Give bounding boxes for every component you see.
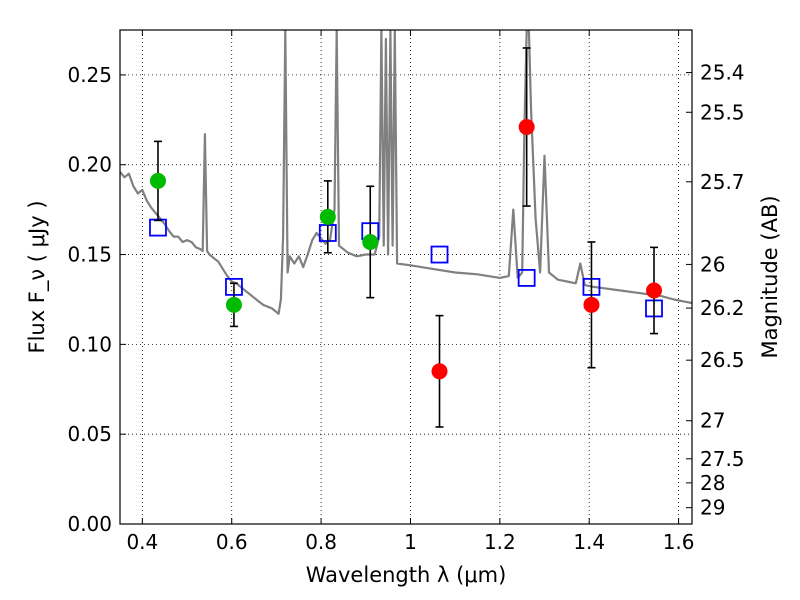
right-tick-label: 28 xyxy=(700,471,725,495)
right-tick-label: 26.2 xyxy=(700,296,745,320)
y-tick-label: 0.05 xyxy=(67,422,112,446)
x-tick-label: 1 xyxy=(404,530,417,554)
spectrum-series xyxy=(120,30,692,315)
x-tick-label: 1.6 xyxy=(663,530,695,554)
green-point xyxy=(319,208,336,225)
green-point xyxy=(225,296,242,313)
y-tick-label: 0.25 xyxy=(67,63,112,87)
y-tick-label: 0.20 xyxy=(67,153,112,177)
right-axis-label: Magnitude (AB) xyxy=(758,195,782,358)
right-tick-label: 25.7 xyxy=(700,170,745,194)
right-tick-label: 26 xyxy=(700,252,725,276)
error-bars xyxy=(153,47,659,428)
y-axis-label: Flux F_ν ( μJy ) xyxy=(25,200,50,353)
right-tick-label: 29 xyxy=(700,496,725,520)
y-tick-label: 0.15 xyxy=(67,243,112,267)
observed-points xyxy=(149,119,663,380)
red-point xyxy=(583,296,600,313)
x-tick-label: 0.4 xyxy=(126,530,158,554)
y-tick-label: 0.00 xyxy=(67,512,112,536)
grid-lines xyxy=(120,30,692,524)
x-tick-label: 1.2 xyxy=(484,530,516,554)
red-point xyxy=(431,363,448,380)
right-tick-label: 25.5 xyxy=(700,100,745,124)
x-axis-label: Wavelength λ (μm) xyxy=(306,563,507,587)
green-point xyxy=(149,172,166,189)
x-tick-label: 0.8 xyxy=(305,530,337,554)
right-tick-label: 26.5 xyxy=(700,348,745,372)
green-point xyxy=(362,233,379,250)
y-tick-label: 0.10 xyxy=(67,332,112,356)
plot-frame xyxy=(119,29,693,525)
right-tick-label: 27 xyxy=(700,409,725,433)
model-box xyxy=(430,245,449,264)
x-tick-label: 0.6 xyxy=(216,530,248,554)
right-tick-label: 25.4 xyxy=(700,61,745,85)
right-tick-label: 27.5 xyxy=(700,447,745,471)
model-box xyxy=(517,268,536,287)
spectrum-line xyxy=(120,30,692,315)
x-tick-label: 1.4 xyxy=(573,530,605,554)
red-point xyxy=(518,119,535,136)
axis-ticks: 0.4 0.6 0.8 1 1.2 1.4 1.6 0.00 0.05 0.10 0.15 0.20 0… xyxy=(67,30,745,554)
red-point xyxy=(646,282,663,299)
